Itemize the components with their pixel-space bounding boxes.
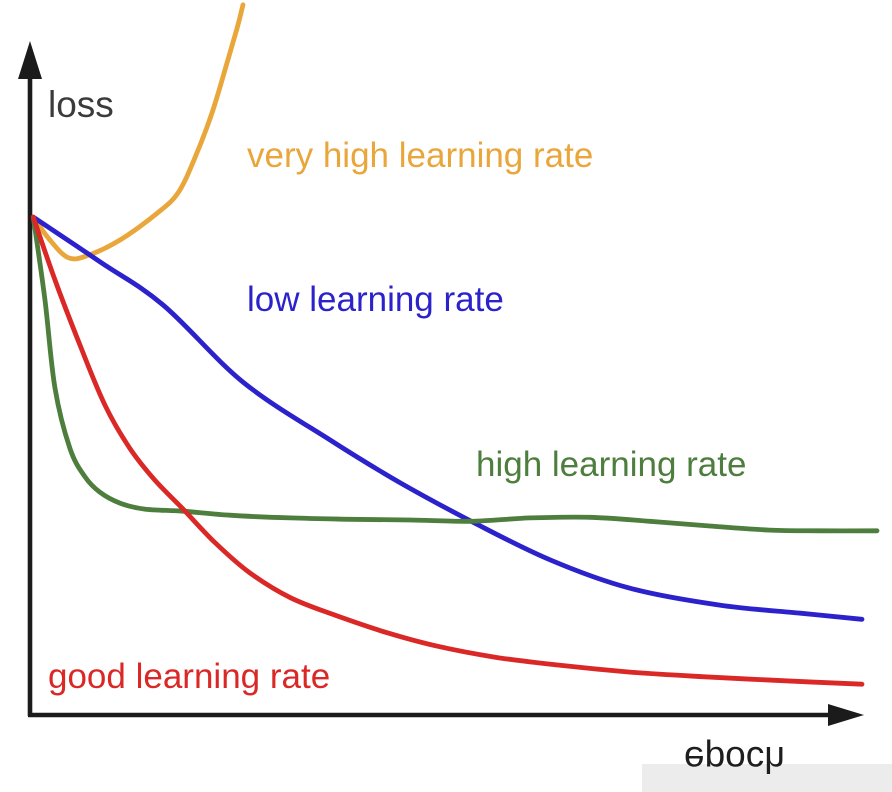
series-label-high-learning-rate: high learning rate <box>476 445 747 484</box>
series-label-good-learning-rate: good learning rate <box>48 657 331 696</box>
series-label-very-high-learning-rate: very high learning rate <box>247 136 594 175</box>
x-axis <box>28 704 864 726</box>
curve-good-lr <box>30 214 865 687</box>
curve-low-lr <box>30 214 865 622</box>
x-axis-arrowhead <box>828 704 864 726</box>
watermark-patch <box>642 764 892 792</box>
curve-very-high-lr <box>30 2 246 262</box>
series-curves <box>30 2 880 687</box>
y-axis-arrowhead <box>18 41 42 79</box>
x-axis-label: epoch <box>684 739 785 780</box>
y-axis-label: loss <box>48 84 114 125</box>
series-label-low-learning-rate: low learning rate <box>247 280 504 319</box>
y-axis <box>18 41 42 716</box>
curve-high-lr <box>30 214 880 534</box>
